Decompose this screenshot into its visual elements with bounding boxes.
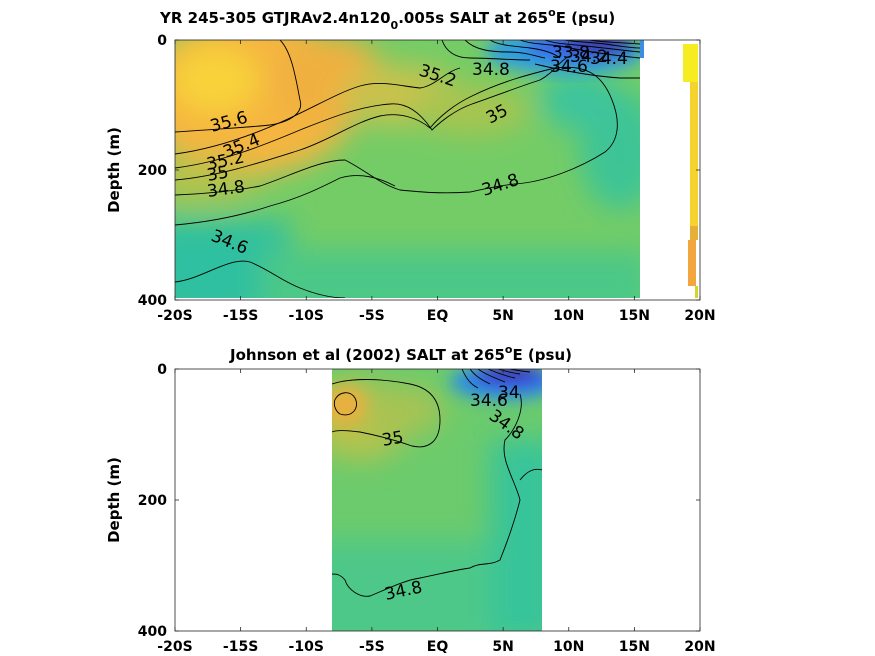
top-y-tick-label: 200 bbox=[138, 163, 167, 179]
top-salinity-field bbox=[175, 40, 640, 298]
top-x-tick-label: 20N bbox=[684, 308, 715, 324]
bottom-y-axis-label: Depth (m) bbox=[105, 457, 123, 543]
bottom-x-tick-label: -15S bbox=[223, 639, 258, 655]
top-axes: -20S -15S -10S -5S EQ 5N 10N 15N 20N 0 200 400 bbox=[138, 33, 716, 324]
contour-label-34.6-bottom: 34.6 bbox=[470, 391, 508, 411]
top-y-tick-label: 400 bbox=[138, 293, 167, 309]
bottom-x-tick-label: -5S bbox=[359, 639, 385, 655]
top-x-tick-label: 15N bbox=[619, 308, 650, 324]
top-x-tick-label: EQ bbox=[427, 308, 449, 324]
top-x-tick-label: 10N bbox=[553, 308, 584, 324]
top-panel: YR 245-305 GTJRAv2.4n1200.005s SALT at 2… bbox=[105, 6, 716, 324]
top-x-tick-label: -20S bbox=[157, 308, 192, 324]
top-x-tick-label: -15S bbox=[223, 308, 258, 324]
contour-label-34.2: 34.2 bbox=[570, 47, 608, 67]
top-x-tick-label: 5N bbox=[492, 308, 513, 324]
top-edge-strip bbox=[683, 44, 698, 298]
bottom-contour-lines bbox=[332, 369, 542, 597]
top-contour-lines bbox=[175, 40, 640, 298]
contour-label-34.6-north: 34.6 bbox=[550, 57, 588, 77]
bottom-x-tick-label: EQ bbox=[427, 639, 449, 655]
bottom-contour-labels: 35 34.6 34 34.8 34.8 bbox=[380, 383, 527, 605]
contour-label-35: 35 bbox=[205, 162, 230, 185]
bottom-x-tick-label: -10S bbox=[289, 639, 324, 655]
bottom-axes: -20S -15S -10S -5S EQ 5N 10N 15N 20N 0 200 400 bbox=[138, 362, 716, 655]
bottom-x-tick-label: 5N bbox=[492, 639, 513, 655]
bottom-y-tick-label: 200 bbox=[138, 493, 167, 509]
contour-label-34.8-north: 34.8 bbox=[472, 60, 510, 80]
bottom-chart-title: Johnson et al (2002) SALT at 265oE (psu) bbox=[229, 343, 572, 364]
bottom-y-tick-label: 0 bbox=[157, 362, 167, 378]
top-y-tick-label: 0 bbox=[157, 33, 167, 49]
top-y-axis-label: Depth (m) bbox=[105, 127, 123, 213]
bottom-x-tick-label: 10N bbox=[553, 639, 584, 655]
top-chart-title: YR 245-305 GTJRAv2.4n1200.005s SALT at 2… bbox=[159, 6, 615, 32]
contour-label-35-bottom: 35 bbox=[380, 427, 405, 450]
contour-label-34.4: 34.4 bbox=[590, 49, 628, 69]
bottom-x-tick-label: 20N bbox=[684, 639, 715, 655]
bottom-y-tick-label: 400 bbox=[138, 624, 167, 640]
bottom-salinity-field bbox=[332, 369, 542, 631]
top-x-tick-label: -10S bbox=[289, 308, 324, 324]
bottom-x-tick-label: 15N bbox=[619, 639, 650, 655]
bottom-panel: Johnson et al (2002) SALT at 265oE (psu) bbox=[105, 343, 716, 655]
bottom-x-tick-label: -20S bbox=[157, 639, 192, 655]
top-x-tick-label: -5S bbox=[359, 308, 385, 324]
contour-label-34-bottom: 34 bbox=[498, 383, 520, 403]
contour-label-33.8: 33.8 bbox=[552, 43, 590, 63]
